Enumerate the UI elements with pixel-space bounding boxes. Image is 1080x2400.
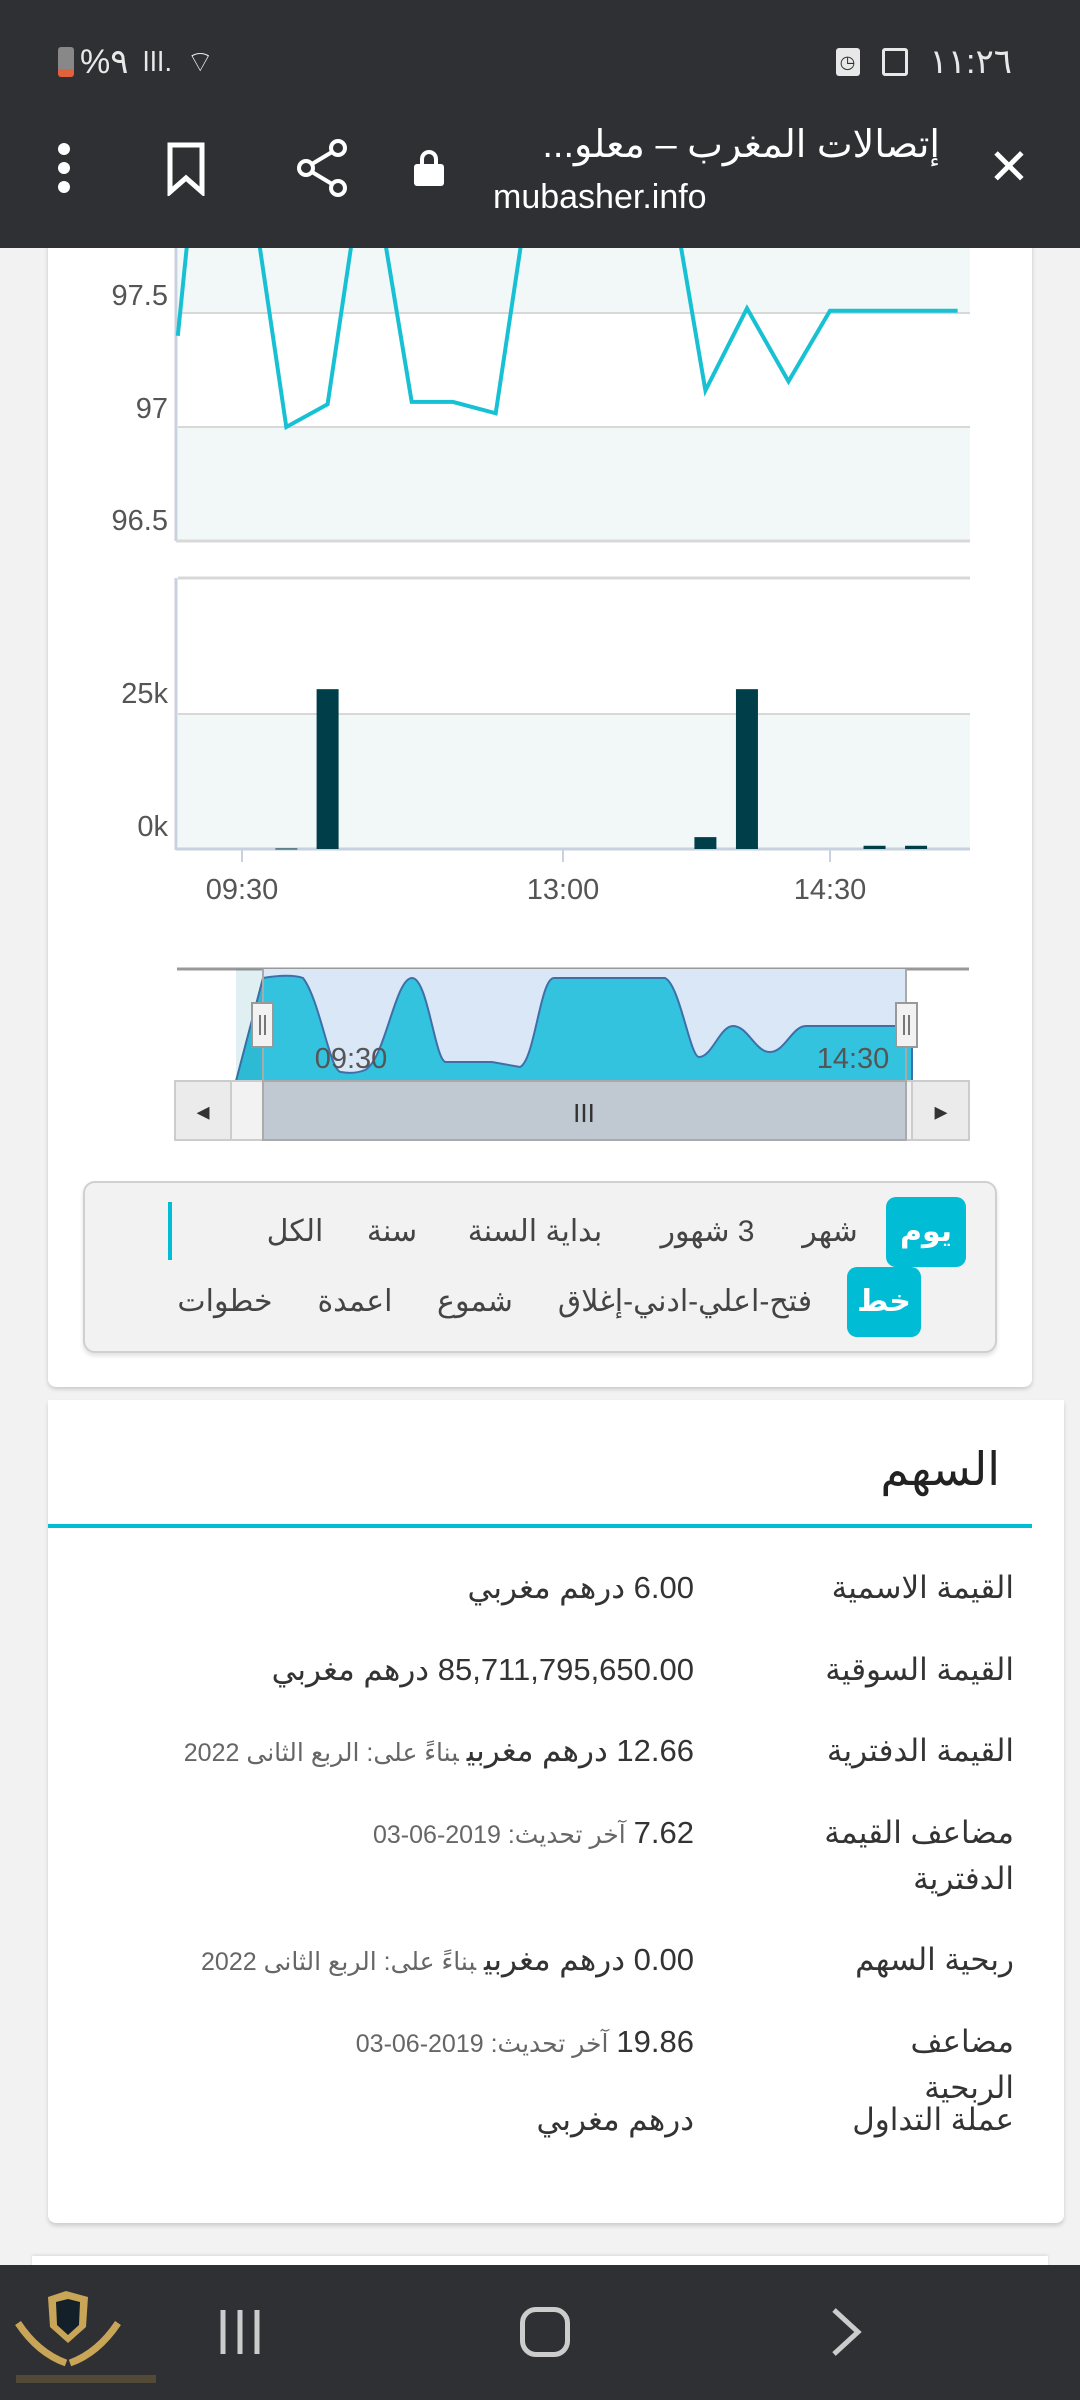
volume-tick: 25k — [121, 678, 168, 710]
price-line — [175, 197, 958, 431]
clock: ١١:٢٦ — [929, 43, 1013, 81]
scroll-left-button[interactable] — [174, 1080, 232, 1141]
section-title: السهم — [880, 1443, 1000, 1495]
x-tick-label: 13:00 — [527, 874, 600, 906]
period-year[interactable]: سنة — [366, 1215, 418, 1248]
value-note: آخر تحديث: 2019-06-03 — [355, 2030, 609, 2058]
info-value: 12.66 درهم مغربيبناءً على: الربع الثانى … — [184, 1728, 694, 1776]
value-text: 7.62 — [633, 1815, 694, 1850]
volume-bar[interactable] — [863, 845, 886, 849]
info-label: القيمة الاسمية — [831, 1570, 1014, 1605]
info-value: 7.62آخر تحديث: 2019-06-03 — [373, 1810, 694, 1858]
battery-level: %٩ — [80, 43, 129, 81]
lock-icon — [414, 150, 444, 186]
info-value: 6.00 درهم مغربي — [468, 1565, 694, 1611]
section-divider — [48, 1524, 1032, 1528]
home-icon[interactable] — [520, 2307, 570, 2357]
wifi-icon: ⌔ — [186, 46, 215, 79]
price-tick: 97 — [136, 393, 168, 425]
grip-icon: III — [573, 1098, 595, 1128]
recents-icon[interactable] — [218, 2307, 268, 2357]
x-tick-label: 14:30 — [794, 874, 867, 906]
x-tick-label: 09:30 — [206, 874, 279, 906]
navigator-label: 14:30 — [817, 1043, 890, 1075]
info-value: 85,711,795,650.00 درهم مغربي — [272, 1647, 694, 1693]
value-text: 6.00 درهم مغربي — [467, 1570, 694, 1605]
signal-icon: ǀǀǀ. — [142, 46, 173, 77]
navigator-label: 09:30 — [315, 1043, 388, 1075]
info-label: عملة التداول — [852, 2102, 1014, 2137]
value-text: درهم مغربي — [536, 2102, 695, 2137]
scroll-right-button[interactable] — [911, 1080, 970, 1141]
period-all[interactable]: الكل — [266, 1215, 324, 1248]
value-text: 85,711,795,650.00 درهم مغربي — [271, 1652, 694, 1687]
volume-bar[interactable] — [905, 845, 928, 849]
info-value: درهم مغربي — [537, 2097, 695, 2143]
close-icon[interactable]: ✕ — [988, 139, 1030, 195]
type-ohlc[interactable]: فتح-اعلي-ادني-إغلاق — [557, 1285, 813, 1318]
value-note: بناءً على: الربع الثانى 2022 — [183, 1739, 459, 1767]
value-text: 12.66 درهم مغربي — [466, 1733, 694, 1768]
navigator-right-handle[interactable] — [895, 1002, 918, 1048]
volume-bar[interactable] — [735, 689, 758, 849]
type-candles[interactable]: شموع — [437, 1285, 513, 1318]
caret-right-icon: ▸ — [934, 1096, 947, 1126]
page-title: إتصالات المغرب – معلو... — [542, 124, 940, 166]
stock-info-card: السهم — [48, 1400, 1064, 2223]
watermark-logo — [15, 2291, 156, 2383]
value-note: بناءً على: الربع الثانى 2022 — [201, 1948, 477, 1976]
gallery-icon — [881, 48, 908, 76]
type-line[interactable]: خط — [847, 1267, 921, 1337]
price-tick: 97.5 — [112, 280, 168, 312]
battery-low-icon: %٩ ǀǀǀ. ⌔ — [58, 43, 215, 81]
type-columns[interactable]: اعمدة — [317, 1285, 393, 1318]
share-icon[interactable] — [296, 138, 350, 198]
volume-bar[interactable] — [316, 689, 339, 849]
value-text: 0.00 درهم مغربي — [484, 1942, 694, 1977]
period-day[interactable]: يوم — [886, 1197, 966, 1267]
info-label: مضاعف القيمة الدفترية — [824, 1815, 1014, 1896]
info-label: مضاعف الربحية — [910, 2024, 1014, 2105]
browser-header: %٩ ǀǀǀ. ⌔ ◷ ١١:٢٦ ✕ إتصالات المغرب – معل… — [0, 0, 1080, 248]
price-tick: 96.5 — [112, 505, 168, 537]
period-ytd[interactable]: بداية السنة — [467, 1215, 603, 1248]
info-value: 0.00 درهم مغربيبناءً على: الربع الثانى 2… — [201, 1937, 694, 1985]
url-text[interactable]: mubasher.info — [493, 178, 707, 216]
status-right: ◷ ١١:٢٦ — [835, 43, 1013, 81]
info-label: القيمة السوقية — [825, 1652, 1014, 1687]
value-text: 19.86 — [616, 2024, 694, 2059]
navigator-left-handle[interactable] — [251, 1002, 274, 1048]
info-label: ربحية السهم — [855, 1942, 1014, 1977]
value-note: آخر تحديث: 2019-06-03 — [372, 1821, 626, 1849]
scrollbar-thumb[interactable] — [262, 1080, 907, 1141]
caret-left-icon: ◂ — [196, 1096, 209, 1126]
navigator-series — [234, 974, 913, 1082]
system-nav-bar — [0, 2265, 1080, 2400]
volume-bar[interactable] — [694, 837, 717, 849]
info-label: القيمة الدفترية — [826, 1733, 1014, 1768]
period-month[interactable]: شهر — [802, 1215, 858, 1248]
text-cursor — [168, 1202, 172, 1260]
info-value: 19.86آخر تحديث: 2019-06-03 — [356, 2019, 694, 2067]
volume-tick: 0k — [137, 811, 168, 843]
alarm-icon: ◷ — [835, 48, 860, 76]
type-steps[interactable]: خطوات — [177, 1285, 273, 1318]
back-icon[interactable] — [830, 2307, 864, 2357]
bookmark-icon[interactable] — [166, 142, 206, 196]
range-selector: يوم شهر 3 شهور بداية السنة سنة الكل خط ف… — [83, 1181, 997, 1353]
volume-bar[interactable] — [275, 848, 298, 850]
more-vert-icon[interactable] — [56, 142, 72, 194]
period-3-months[interactable]: 3 شهور — [660, 1215, 755, 1248]
